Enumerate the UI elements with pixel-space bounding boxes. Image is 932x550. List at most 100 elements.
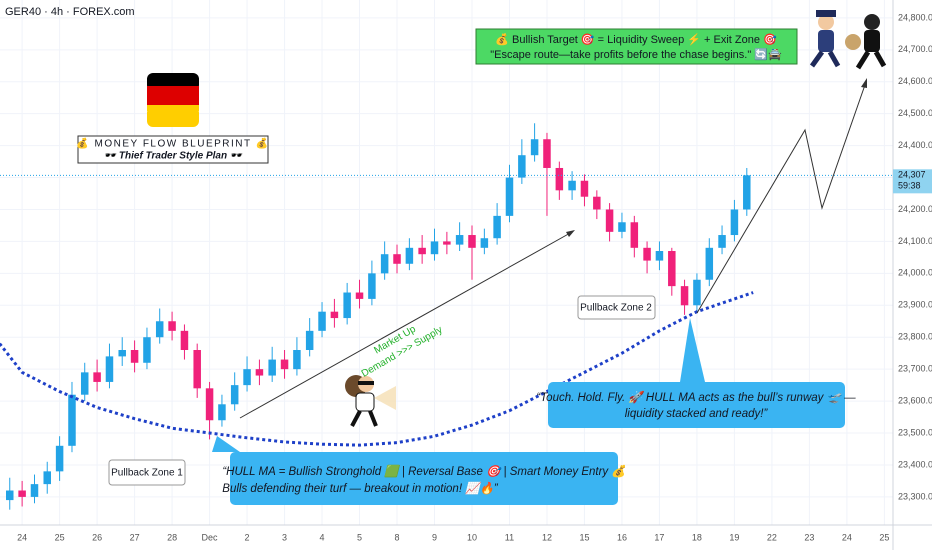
x-tick-label: 11	[505, 532, 514, 542]
candle-body	[518, 155, 526, 178]
candle-body	[643, 247, 651, 261]
candle-body	[680, 286, 689, 306]
countdown: 59:38	[898, 181, 921, 191]
candle-body	[330, 311, 339, 319]
candle-body	[530, 139, 539, 156]
candle-body	[280, 359, 289, 370]
last-price-box	[893, 169, 932, 194]
candle-body	[180, 330, 189, 350]
axes: 23,300.0 23,400.0 23,500.0 23,600.0 23,700.0…	[17, 12, 932, 542]
candle-body	[705, 247, 714, 280]
candle-body	[630, 222, 639, 248]
candle-body	[368, 273, 376, 299]
y-tick-label: 24,100.0	[898, 236, 932, 246]
x-tick-label: 25	[55, 532, 65, 542]
last-price-label: 24,307	[898, 170, 926, 180]
y-tick-label: 23,400.0	[898, 459, 932, 469]
candle-body	[318, 311, 326, 331]
y-tick-label: 24,700.0	[898, 44, 932, 54]
candle-body	[93, 372, 101, 382]
flag	[147, 73, 199, 127]
x-tick-label: 16	[617, 532, 627, 542]
flag-stripe	[147, 107, 199, 127]
candle-body	[218, 404, 226, 421]
projection-path	[696, 81, 867, 314]
candle-body	[105, 356, 114, 382]
candle-body	[293, 350, 301, 370]
candle-body	[130, 350, 139, 363]
callout-box	[230, 452, 618, 505]
candle-body	[418, 247, 426, 255]
candle-body	[168, 321, 176, 331]
x-tick-label: 27	[130, 532, 140, 542]
flag-stripe	[147, 105, 199, 111]
candle-body	[268, 359, 276, 376]
candle-body	[430, 241, 439, 255]
candle-body	[255, 369, 264, 376]
candle-body	[693, 279, 701, 306]
y-tick-label: 23,900.0	[898, 300, 932, 310]
pullback-label: Pullback Zone 1	[111, 468, 183, 479]
callout-pointer	[680, 318, 705, 382]
candle-body	[193, 350, 201, 389]
blueprint-box	[77, 135, 269, 164]
y-tick-label: 24,200.0	[898, 204, 932, 214]
x-tick-label: 26	[92, 532, 102, 542]
callout-text: “HULL MA = Bullish Stronghold 🟩 | Revers…	[222, 464, 627, 478]
flag-stripe	[147, 88, 199, 108]
candle-body	[355, 292, 364, 299]
callout-text: Bulls defending their turf — breakout in…	[222, 481, 499, 495]
y-tick-label: 23,500.0	[898, 427, 932, 437]
candle-body	[443, 241, 451, 245]
x-tick-label: 18	[692, 532, 702, 542]
candle-body	[568, 180, 576, 191]
candle-body	[205, 388, 214, 421]
x-tick-label: 19	[729, 532, 739, 542]
arrow-head	[566, 230, 575, 237]
candle-body	[655, 251, 664, 261]
x-tick-label: 24	[842, 532, 852, 542]
thief-mascot	[345, 375, 396, 427]
callout-text: “Touch. Hold. Fly. 🚀 HULL MA acts as the…	[536, 390, 856, 404]
candle-body	[343, 292, 351, 319]
x-tick-label: 3	[282, 532, 287, 542]
x-tick-label: 12	[542, 532, 552, 542]
candle-body	[68, 394, 76, 446]
x-tick-label: 25	[879, 532, 889, 542]
blueprint-title: 💰 MONEY FLOW BLUEPRINT 💰	[76, 137, 269, 150]
x-tick-label: 2	[245, 532, 250, 542]
candle-body	[493, 215, 501, 239]
candle-body	[143, 337, 151, 363]
candle-body	[505, 177, 514, 216]
candle-body	[580, 180, 589, 197]
candle-body	[468, 235, 476, 248]
candle-body	[668, 251, 676, 287]
candle-body	[405, 247, 414, 264]
candle-body	[243, 369, 251, 386]
pullback-box	[577, 295, 656, 320]
x-tick-label: 17	[654, 532, 664, 542]
trend-arrow	[239, 231, 573, 419]
candle-body	[155, 321, 164, 338]
callout-box	[548, 382, 845, 428]
candle-body	[5, 490, 14, 501]
x-tick-label: 8	[395, 532, 400, 542]
target-text: 💰 Bullish Target 🎯 = Liquidity Sweep ⚡ +…	[495, 33, 777, 46]
x-tick-label: 4	[320, 532, 325, 542]
marks	[0, 123, 893, 510]
candle-body	[543, 139, 551, 168]
candle-body	[555, 167, 564, 191]
y-tick-label: 23,800.0	[898, 332, 932, 342]
candle-body	[380, 254, 389, 274]
candle-body	[43, 471, 51, 485]
x-tick-label: 5	[357, 532, 362, 542]
callout-text: liquidity stacked and ready!”	[625, 408, 769, 420]
y-tick-label: 24,000.0	[898, 268, 932, 278]
callout-pointer	[212, 436, 240, 452]
x-tick-label: 23	[804, 532, 814, 542]
x-tick-label: 28	[167, 532, 177, 542]
x-tick-label: Dec	[202, 532, 219, 542]
candle-body	[730, 209, 739, 236]
candle-body	[118, 350, 126, 357]
